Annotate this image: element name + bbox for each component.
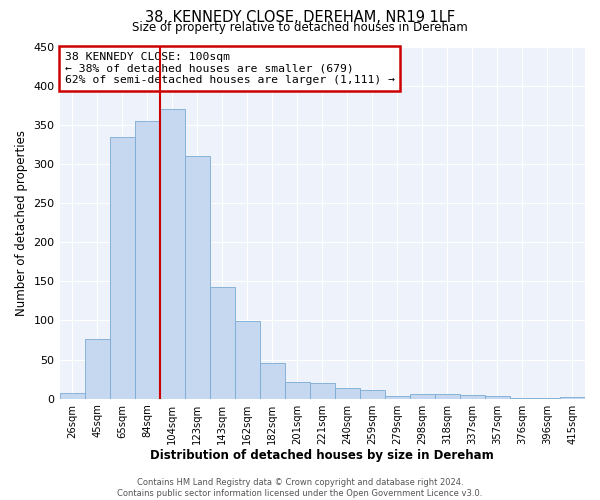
Bar	[185, 156, 209, 398]
Bar	[235, 321, 260, 398]
Text: Size of property relative to detached houses in Dereham: Size of property relative to detached ho…	[132, 22, 468, 35]
Bar	[435, 394, 460, 398]
Bar	[110, 136, 134, 398]
Bar	[485, 396, 510, 398]
Bar	[335, 388, 360, 398]
Bar	[560, 397, 585, 398]
Text: 38 KENNEDY CLOSE: 100sqm
← 38% of detached houses are smaller (679)
62% of semi-: 38 KENNEDY CLOSE: 100sqm ← 38% of detach…	[65, 52, 395, 85]
Bar	[285, 382, 310, 398]
Bar	[160, 109, 185, 399]
Bar	[360, 390, 385, 398]
Bar	[385, 396, 410, 398]
Bar	[310, 383, 335, 398]
Bar	[59, 393, 85, 398]
Y-axis label: Number of detached properties: Number of detached properties	[15, 130, 28, 316]
Text: 38, KENNEDY CLOSE, DEREHAM, NR19 1LF: 38, KENNEDY CLOSE, DEREHAM, NR19 1LF	[145, 10, 455, 25]
Text: Contains HM Land Registry data © Crown copyright and database right 2024.
Contai: Contains HM Land Registry data © Crown c…	[118, 478, 482, 498]
Bar	[260, 362, 285, 398]
Bar	[85, 339, 110, 398]
Bar	[410, 394, 435, 398]
Bar	[134, 121, 160, 398]
X-axis label: Distribution of detached houses by size in Dereham: Distribution of detached houses by size …	[151, 450, 494, 462]
Bar	[209, 287, 235, 399]
Bar	[460, 395, 485, 398]
